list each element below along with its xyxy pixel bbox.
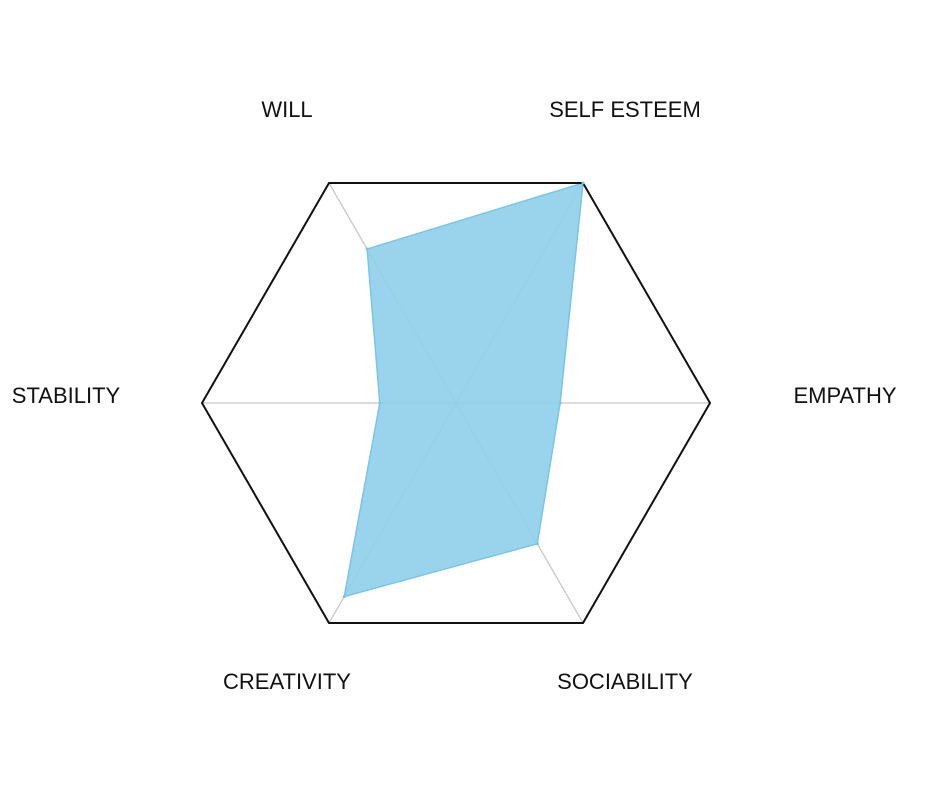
data-point-will (365, 247, 369, 251)
radar-outer-frame (200, 182, 712, 624)
radar-points (342, 181, 585, 599)
axis-label-stability: STABILITY (12, 383, 121, 408)
data-point-self-esteem (581, 181, 585, 185)
data-point-creativity (342, 595, 346, 599)
radar-series-layer (343, 181, 584, 598)
axis-label-sociability: SOCIABILITY (557, 669, 693, 694)
axis-label-empathy: EMPATHY (793, 383, 896, 408)
data-point-empathy (558, 401, 562, 405)
axis-label-will: WILL (261, 97, 312, 122)
data-point-stability (378, 401, 382, 405)
axis-label-creativity: CREATIVITY (223, 669, 351, 694)
radar-series-area (343, 181, 584, 598)
axis-label-self-esteem: SELF ESTEEM (549, 97, 701, 122)
data-point-sociability (535, 542, 539, 546)
